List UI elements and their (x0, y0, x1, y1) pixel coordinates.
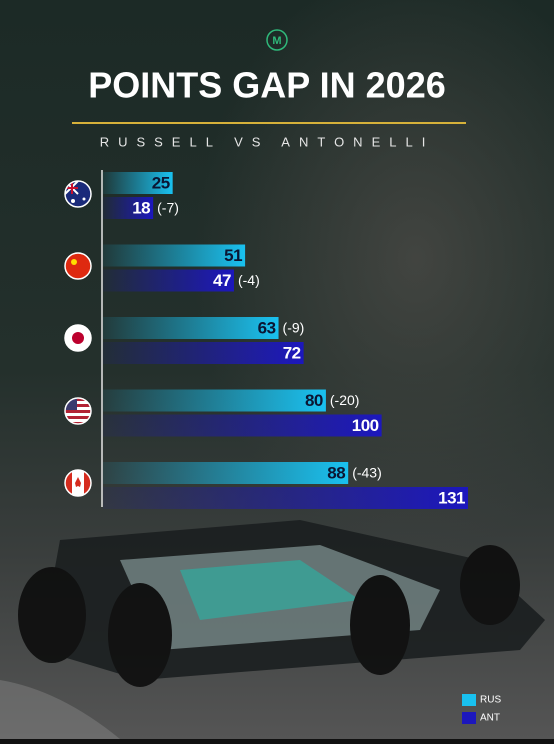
bar (103, 317, 279, 339)
flag-usa (64, 397, 92, 425)
flag-japan (64, 324, 92, 352)
bar (103, 487, 468, 509)
value-label: 131 (438, 488, 465, 507)
gap-label: (-43) (352, 465, 382, 481)
car-illustration (0, 520, 545, 739)
value-label: 18 (132, 198, 150, 217)
gap-label: (-4) (238, 272, 260, 288)
chart-title: POINTS GAP IN 2026 (88, 65, 445, 106)
bar (103, 389, 326, 412)
bar (103, 244, 246, 267)
legend-swatch (462, 712, 476, 724)
logo (266, 29, 288, 51)
value-label: 80 (305, 391, 323, 410)
legend-swatch (462, 694, 476, 706)
bar (103, 462, 349, 484)
chart-subtitle: RUSSELL VS ANTONELLI (100, 134, 435, 149)
bar (103, 414, 382, 437)
flag-canada (64, 469, 92, 497)
gap-label: (-7) (157, 200, 179, 216)
value-label: 100 (352, 416, 379, 435)
value-label: 25 (152, 173, 170, 192)
flag-australia (64, 180, 92, 208)
flag-china (64, 252, 92, 280)
gap-label: (-20) (330, 392, 360, 408)
bar (103, 172, 173, 194)
value-label: 51 (224, 246, 242, 265)
legend-label: RUS (480, 695, 501, 706)
bar (103, 269, 234, 292)
bar (103, 342, 304, 364)
value-label: 72 (283, 343, 301, 362)
value-label: 47 (213, 271, 231, 290)
value-label: 63 (258, 318, 276, 337)
value-label: 88 (327, 463, 345, 482)
gap-label: (-9) (283, 320, 305, 336)
legend-label: ANT (480, 713, 500, 724)
logo-letter: M (272, 35, 281, 47)
bar (103, 197, 154, 219)
